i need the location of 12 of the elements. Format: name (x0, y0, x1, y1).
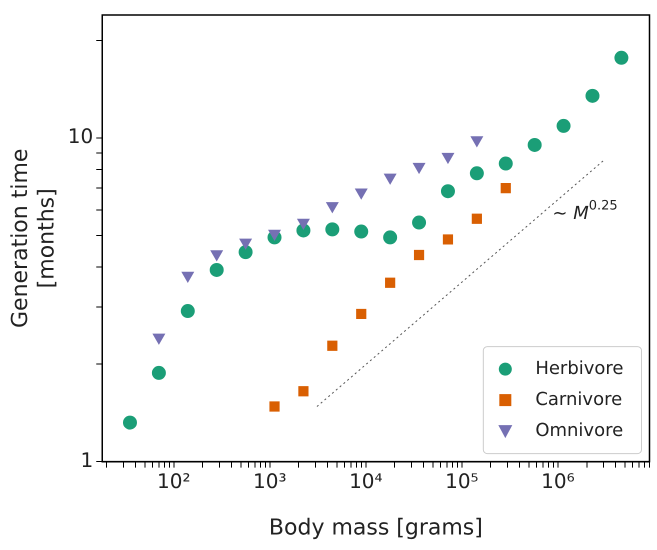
y-tick-label: 10 (68, 124, 94, 148)
x-axis-title: Body mass [grams] (268, 516, 483, 541)
legend-label: Carnivore (535, 388, 622, 410)
y-tick-label: 1 (80, 448, 94, 472)
x-tick-label: 10⁶ (541, 468, 575, 493)
y-axis-title: Generation time [months] (8, 148, 60, 328)
x-tick-label: 10⁵ (445, 468, 479, 493)
legend-label: Herbivore (535, 358, 624, 379)
x-tick-label: 10⁴ (349, 468, 383, 493)
x-tick-label: 10² (157, 468, 190, 493)
legend-label: Omnivore (535, 420, 624, 441)
x-tick-label: 10³ (253, 468, 287, 493)
